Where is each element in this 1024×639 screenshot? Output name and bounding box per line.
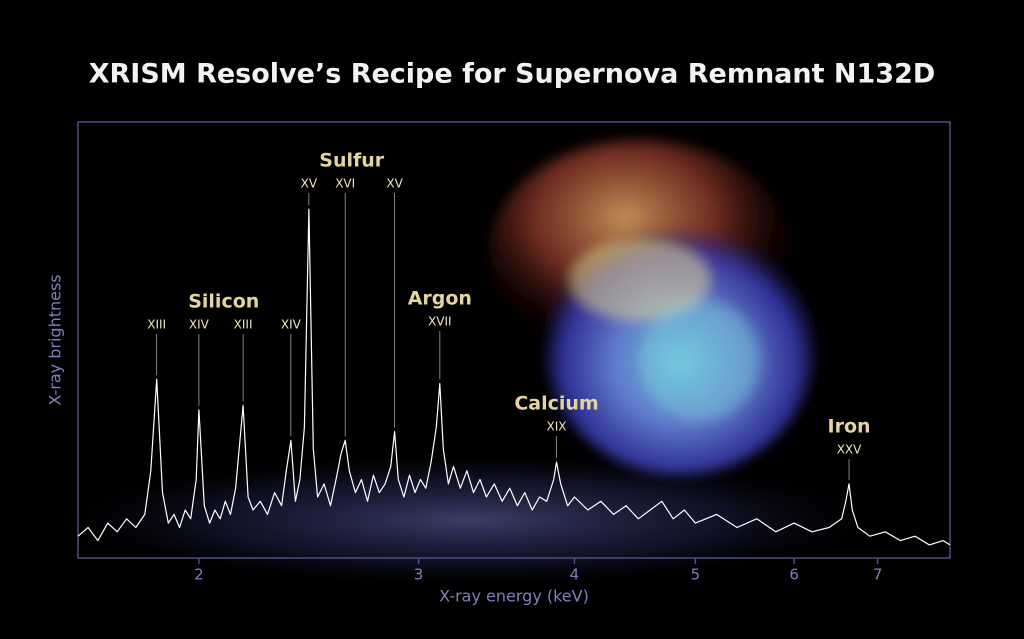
x-tick-label: 5 [691, 566, 701, 584]
ion-label: XIV [189, 318, 210, 332]
spectrum-line [77, 208, 951, 546]
element-label: Silicon [188, 291, 259, 313]
ion-label: XV [386, 177, 403, 191]
x-tick-label: 4 [570, 566, 580, 584]
ion-label: XVII [428, 315, 452, 329]
element-label: Sulfur [319, 150, 385, 172]
x-tick-label: 2 [194, 566, 204, 584]
ion-label: XV [301, 177, 318, 191]
spectrum-glow [40, 450, 900, 590]
element-label: Calcium [514, 393, 598, 415]
element-label: Argon [408, 288, 472, 310]
ion-label: XIII [234, 318, 253, 332]
element-label: Iron [828, 416, 871, 438]
x-tick-label: 6 [789, 566, 799, 584]
ion-label: XXV [837, 443, 862, 457]
chart-title: XRISM Resolve’s Recipe for Supernova Rem… [89, 59, 936, 90]
x-tick-label: 3 [414, 566, 424, 584]
x-tick-label: 7 [873, 566, 883, 584]
ion-label: XIV [281, 318, 302, 332]
ion-label: XIX [547, 420, 567, 434]
y-axis-label: X-ray brightness [46, 274, 65, 405]
x-axis-label: X-ray energy (keV) [439, 587, 589, 606]
ion-label: XVI [335, 177, 355, 191]
ion-label: XIII [147, 318, 166, 332]
plot-frame [77, 121, 951, 559]
remnant-image [490, 140, 815, 475]
